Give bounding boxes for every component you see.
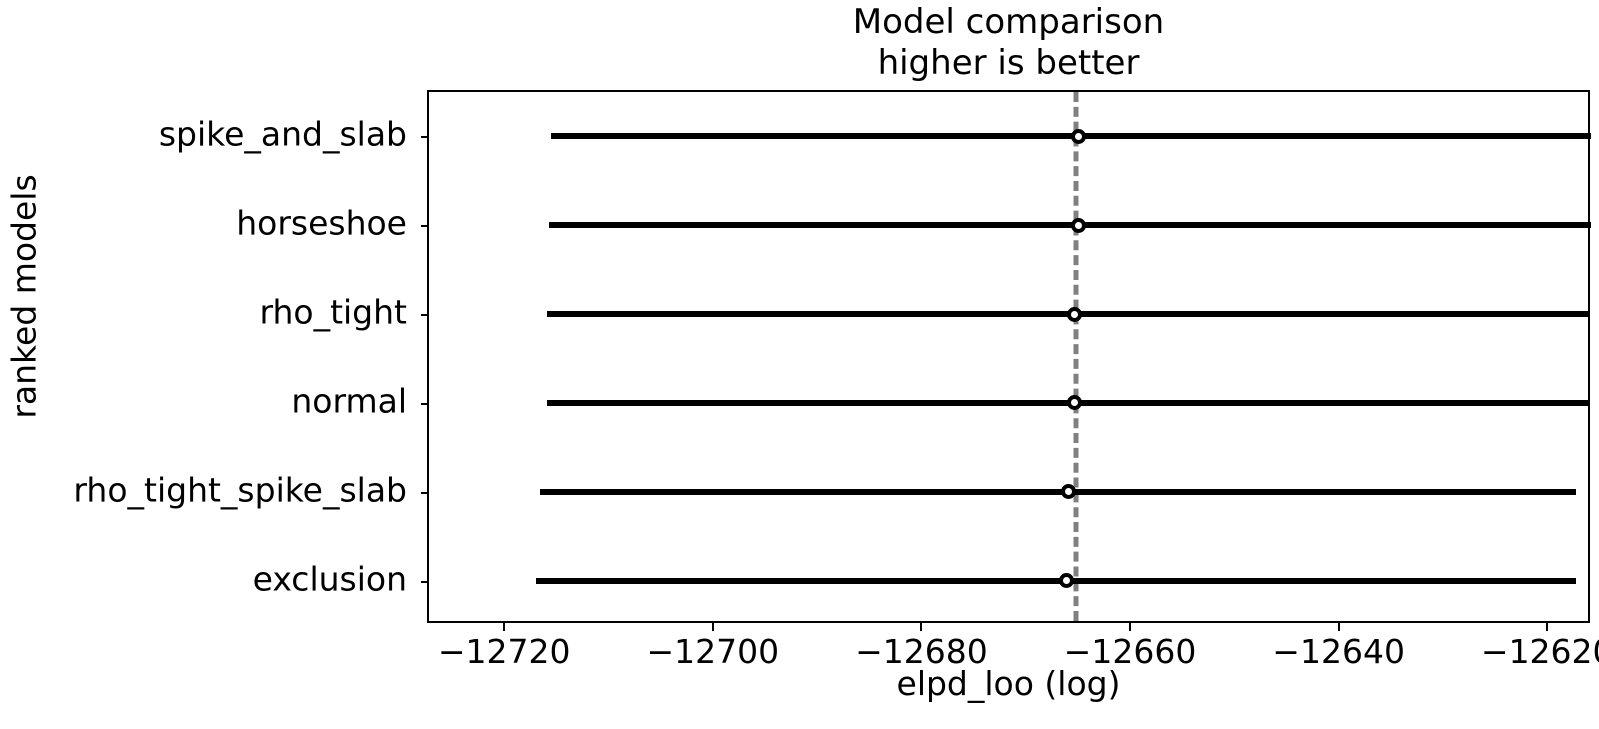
- error-bar: [539, 488, 1577, 495]
- plot-area: [421, 90, 1591, 623]
- y-tick-label-normal: normal: [291, 381, 407, 421]
- y-tick-mark: [421, 225, 429, 228]
- y-tick-label-exclusion: exclusion: [252, 559, 407, 599]
- x-tick-group: −12720 −12700 −12680 −12660 −12640 −12620: [427, 623, 1599, 683]
- x-tick-mark: [920, 623, 923, 631]
- y-tick-mark: [421, 402, 429, 405]
- point-marker[interactable]: [1058, 573, 1074, 589]
- x-tick-mark: [1129, 623, 1131, 631]
- y-tick-label-rho_tight_spike_slab: rho_tight_spike_slab: [73, 470, 407, 510]
- plot-inner: [421, 92, 1591, 621]
- x-axis-title: elpd_loo (log): [896, 664, 1121, 703]
- reference-line: [1073, 92, 1079, 621]
- x-tick-label: −12720: [437, 632, 571, 671]
- y-tick-mark: [421, 580, 429, 583]
- x-tick-label: −12700: [646, 632, 780, 671]
- point-marker[interactable]: [1071, 217, 1087, 233]
- x-tick-label: −12640: [1272, 632, 1405, 671]
- error-bar: [548, 222, 1591, 229]
- chart-title: Model comparison higher is better: [427, 2, 1590, 84]
- x-tick-label: −12680: [855, 632, 988, 671]
- y-tick-label-horseshoe: horseshoe: [236, 203, 407, 243]
- x-tick-label: −12620: [1480, 632, 1599, 671]
- error-bar: [536, 577, 1577, 584]
- x-tick-label: −12660: [1063, 632, 1197, 671]
- chart-title-line-1: Model comparison: [852, 2, 1165, 42]
- x-tick-mark: [1546, 623, 1549, 631]
- y-tick-mark: [421, 314, 429, 317]
- chart-title-line-2: higher is better: [877, 43, 1140, 83]
- x-tick-mark: [503, 623, 506, 631]
- y-tick-label-spike_and_slab: spike_and_slab: [158, 114, 407, 154]
- point-marker[interactable]: [1067, 395, 1083, 411]
- y-tick-mark: [421, 136, 429, 139]
- y-tick-label-rho_tight: rho_tight: [259, 292, 407, 332]
- error-bar: [551, 133, 1591, 140]
- y-tick-mark: [421, 491, 429, 494]
- point-marker[interactable]: [1071, 128, 1087, 144]
- x-tick-mark: [711, 623, 714, 631]
- point-marker[interactable]: [1067, 306, 1083, 322]
- x-tick-mark: [1337, 623, 1340, 631]
- point-marker[interactable]: [1060, 484, 1076, 500]
